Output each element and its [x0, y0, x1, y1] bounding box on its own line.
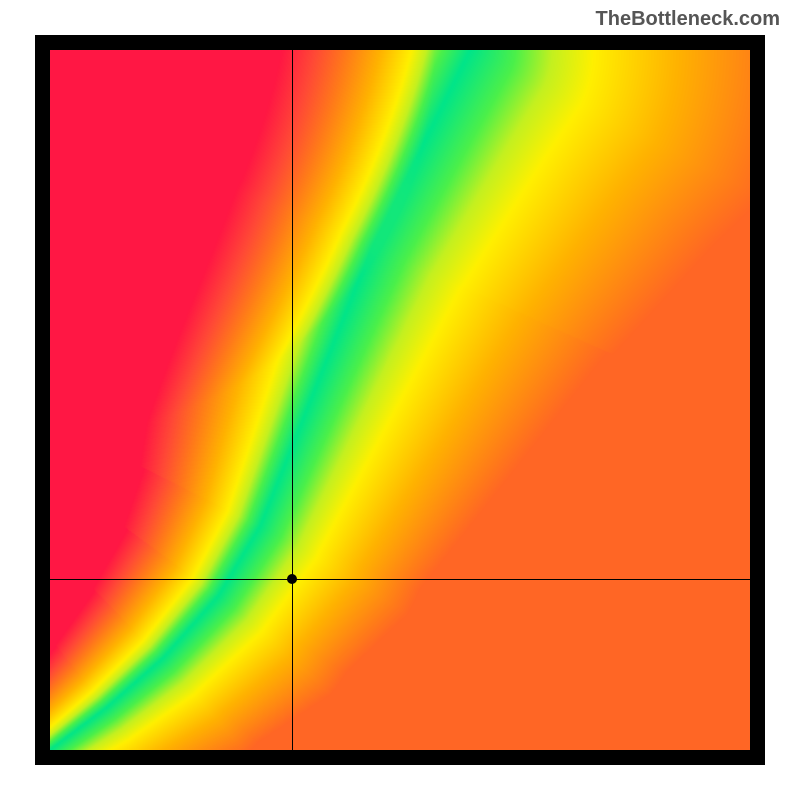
- plot-area: [50, 50, 750, 750]
- plot-frame: [35, 35, 765, 765]
- chart-container: TheBottleneck.com: [0, 0, 800, 800]
- watermark-text: TheBottleneck.com: [596, 8, 780, 31]
- heatmap-canvas: [50, 50, 750, 750]
